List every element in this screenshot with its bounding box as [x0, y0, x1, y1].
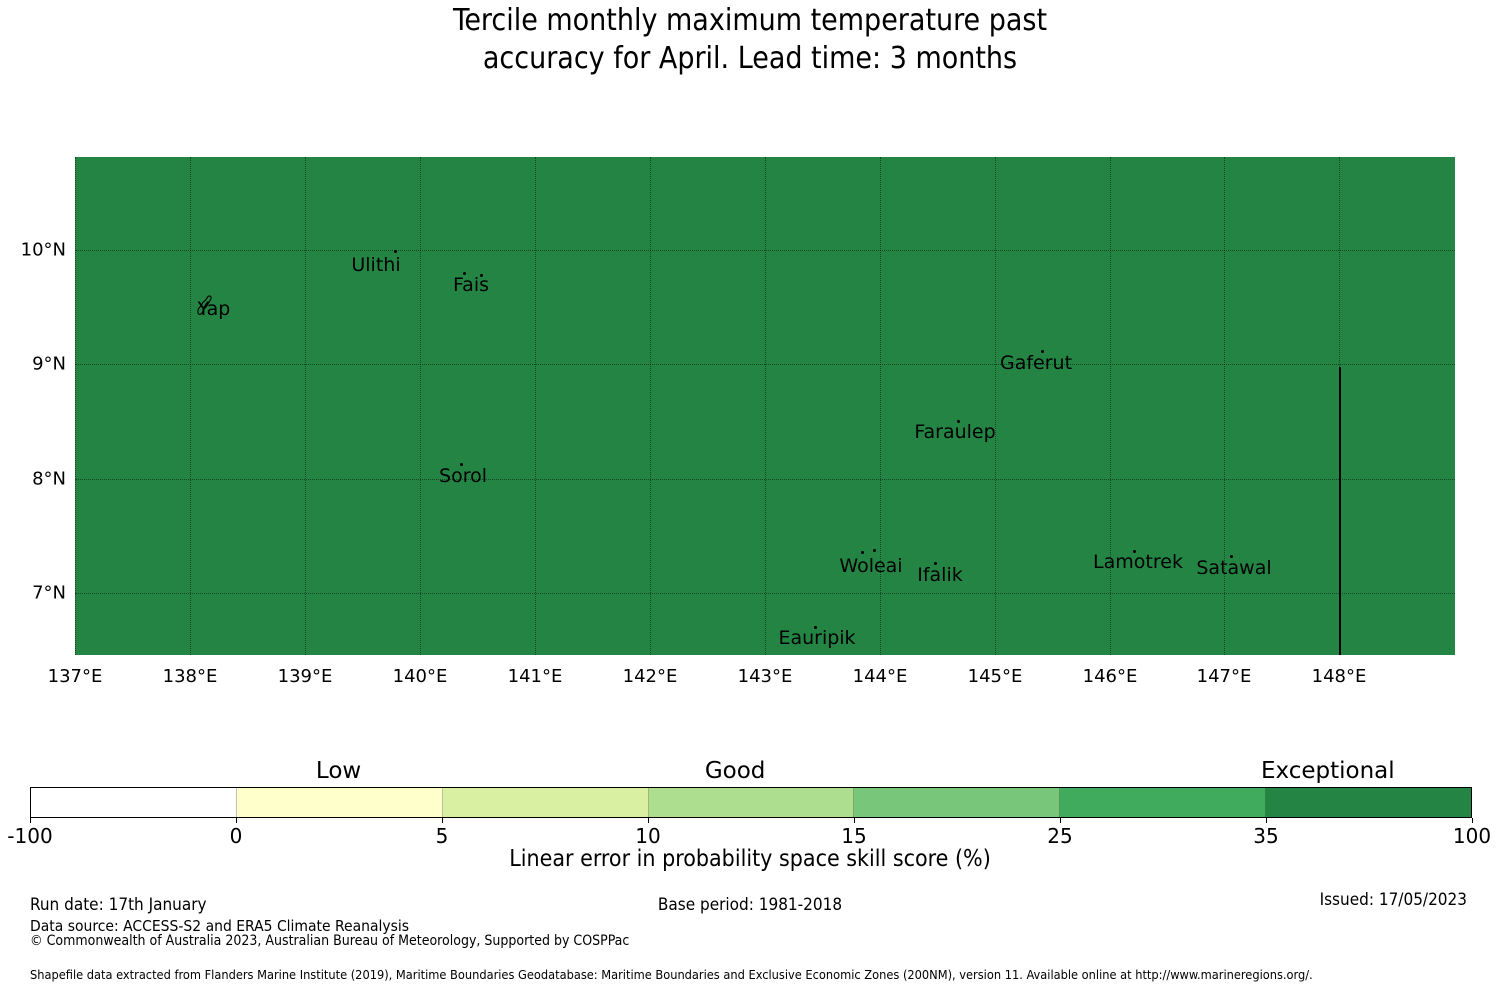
latitude-tick-label: 9°N [32, 353, 66, 375]
colorbar-segment [1266, 788, 1472, 817]
colorbar-segment [236, 788, 443, 817]
longitude-gridline [1110, 157, 1111, 655]
island-dot-icon [1133, 550, 1136, 553]
colorbar-segment [442, 788, 649, 817]
colorbar-tick-mark [236, 818, 237, 823]
issued-date-text: Issued: 17/05/2023 [1319, 890, 1467, 910]
longitude-gridline [535, 157, 536, 655]
colorbar-segment [1060, 788, 1267, 817]
colorbar [30, 787, 1472, 818]
longitude-tick-label: 148°E [1311, 666, 1367, 687]
longitude-gridline [650, 157, 651, 655]
longitude-gridline [190, 157, 191, 655]
longitude-tick-label: 147°E [1196, 666, 1252, 687]
island-label: Fais [452, 274, 490, 296]
colorbar-tick-label: 10 [635, 824, 661, 848]
colorbar-tick-label: 5 [435, 824, 449, 848]
island-label: Ulithi [351, 254, 401, 276]
colorbar-segment [854, 788, 1061, 817]
latitude-gridline [75, 364, 1455, 365]
longitude-gridline [765, 157, 766, 655]
latitude-tick-label: 7°N [32, 582, 66, 604]
longitude-tick-label: 146°E [1082, 666, 1138, 687]
island-label: Yap [197, 298, 231, 320]
colorbar-tick-label: 35 [1253, 824, 1279, 848]
figure-title: Tercile monthly maximum temperature past… [0, 2, 1500, 78]
longitude-tick-label: 141°E [507, 666, 563, 687]
island-label: Satawal [1196, 557, 1272, 579]
colorbar-category-label: Exceptional [1260, 758, 1395, 784]
latitude-gridline [75, 479, 1455, 480]
longitude-gridline [995, 157, 996, 655]
copyright-text: © Commonwealth of Australia 2023, Austra… [30, 933, 630, 949]
island-dot-icon [394, 250, 397, 253]
colorbar-axis-label: Linear error in probability space skill … [509, 846, 991, 872]
island-label: Gaferut [999, 352, 1073, 374]
colorbar-tick-mark [442, 818, 443, 823]
shapefile-attribution-text: Shapefile data extracted from Flanders M… [30, 967, 1313, 982]
longitude-gridline [305, 157, 306, 655]
data-source-text: Data source: ACCESS-S2 and ERA5 Climate … [30, 917, 410, 935]
colorbar-tick-mark [1472, 818, 1473, 823]
island-dot-icon [814, 626, 817, 629]
island-label: Faraulep [914, 421, 996, 443]
map-area: Yap Ulithi Fais Sorol Gaferut Faraulep Woleai I… [75, 157, 1455, 655]
longitude-tick-label: 145°E [967, 666, 1023, 687]
latitude-gridline [75, 593, 1455, 594]
island-dot-icon [1230, 555, 1233, 558]
colorbar-tick-mark [648, 818, 649, 823]
maritime-boundary-line [1339, 367, 1341, 655]
latitude-gridline [75, 250, 1455, 251]
colorbar-tick-label: 15 [841, 824, 867, 848]
island-label: Woleai [839, 555, 903, 577]
latitude-tick-label: 8°N [32, 468, 66, 490]
longitude-tick-label: 139°E [277, 666, 333, 687]
colorbar-tick-label: 100 [1452, 824, 1492, 848]
island-dot-icon [463, 272, 466, 275]
longitude-gridline [1224, 157, 1225, 655]
colorbar-tick-mark [854, 818, 855, 823]
colorbar-category-label: Low [315, 758, 362, 784]
island-dot-icon [934, 562, 937, 565]
colorbar-tick-mark [1060, 818, 1061, 823]
island-label: Ifalik [917, 564, 963, 586]
longitude-tick-label: 143°E [737, 666, 793, 687]
island-outline-icon [195, 293, 217, 321]
colorbar-category-labels: Low Good Exceptional [30, 758, 1472, 786]
colorbar-tick-mark [30, 818, 31, 823]
colorbar-tick-mark [1266, 818, 1267, 823]
longitude-tick-label: 137°E [47, 666, 103, 687]
colorbar-segment [648, 788, 855, 817]
longitude-tick-label: 142°E [622, 666, 678, 687]
figure-title-line2: accuracy for April. Lead time: 3 months [482, 41, 1018, 76]
colorbar-category-label: Good [704, 758, 766, 784]
figure-title-line1: Tercile monthly maximum temperature past [452, 3, 1048, 38]
island-dot-icon [1041, 350, 1044, 353]
island-label: Lamotrek [1093, 551, 1183, 573]
island-dot-icon [957, 420, 960, 423]
longitude-gridline [880, 157, 881, 655]
longitude-gridline [75, 157, 76, 655]
island-label: Eauripik [778, 627, 856, 649]
longitude-tick-label: 138°E [162, 666, 218, 687]
colorbar-tick-label: 25 [1047, 824, 1073, 848]
colorbar-tick-label: 0 [229, 824, 243, 848]
island-dot-icon [460, 463, 463, 466]
island-dot-icon [480, 274, 483, 277]
colorbar-ticks: -100 0 5 10 15 25 35 100 [7, 818, 1491, 858]
colorbar-segment [31, 788, 237, 817]
island-dot-icon [861, 551, 864, 554]
longitude-gridline [420, 157, 421, 655]
island-label: Sorol [439, 465, 487, 487]
longitude-tick-label: 144°E [852, 666, 908, 687]
island-dot-icon [873, 549, 876, 552]
base-period-text: Base period: 1981-2018 [657, 895, 843, 915]
colorbar-tick-label: -100 [7, 824, 53, 848]
longitude-tick-label: 140°E [392, 666, 448, 687]
latitude-tick-label: 10°N [20, 239, 66, 261]
run-date-text: Run date: 17th January [30, 895, 207, 915]
